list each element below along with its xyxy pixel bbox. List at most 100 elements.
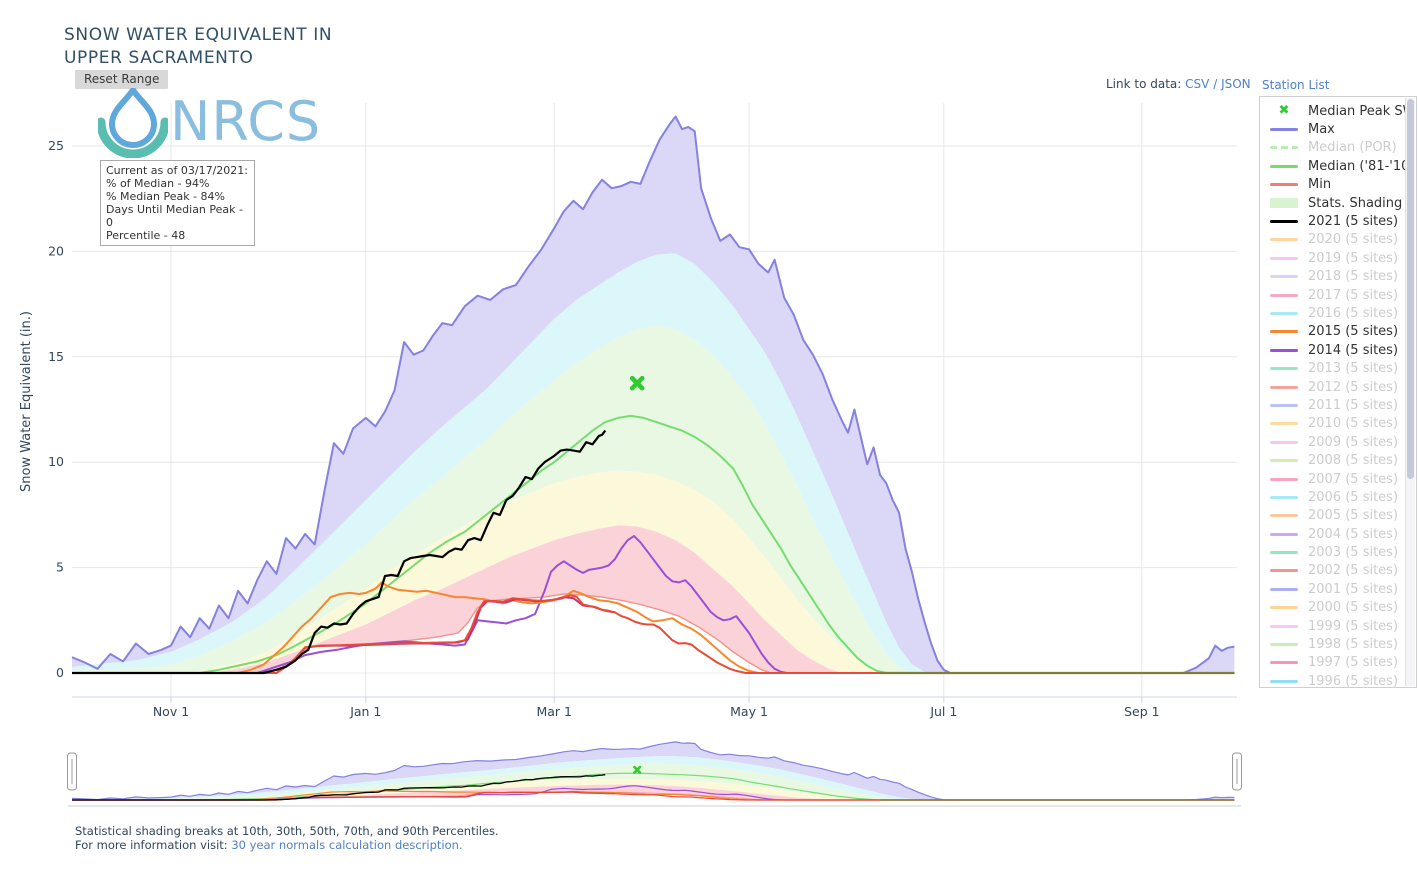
y-tick-label: 10 <box>48 454 64 469</box>
band-90th-to-max <box>72 116 1235 673</box>
band-30th-50th <box>72 470 1235 673</box>
legend-item-1999-5-sites[interactable]: 1999 (5 sites) <box>1260 617 1416 635</box>
legend-item-2006-5-sites[interactable]: 2006 (5 sites) <box>1260 488 1416 506</box>
legend-item-2005-5-sites[interactable]: 2005 (5 sites) <box>1260 507 1416 525</box>
line-swatch-icon <box>1269 256 1299 260</box>
tooltip-line: % Median Peak - 84% <box>106 190 225 203</box>
legend-scrollbar-track[interactable] <box>1405 98 1415 686</box>
legend-item-1996-5-sites[interactable]: 1996 (5 sites) <box>1260 672 1416 687</box>
legend-item-label: 2005 (5 sites) <box>1308 508 1399 524</box>
line-swatch-icon <box>1269 403 1299 407</box>
legend-item-2009-5-sites[interactable]: 2009 (5 sites) <box>1260 433 1416 451</box>
median-peak-swe-marker <box>633 765 642 774</box>
band-30th-50th <box>72 778 1235 800</box>
legend-item-2018-5-sites[interactable]: 2018 (5 sites) <box>1260 268 1416 286</box>
line-swatch-icon <box>1269 422 1299 426</box>
x-tick-label: Jan 1 <box>349 704 381 719</box>
line-swatch-icon <box>1269 238 1299 242</box>
legend-item-label: 2006 (5 sites) <box>1308 489 1399 505</box>
json-link[interactable]: JSON <box>1221 77 1251 91</box>
legend-item-2020-5-sites[interactable]: 2020 (5 sites) <box>1260 231 1416 249</box>
legend-scrollbar-thumb[interactable] <box>1407 99 1414 479</box>
legend-item-2016-5-sites[interactable]: 2016 (5 sites) <box>1260 304 1416 322</box>
line-swatch-icon <box>1269 643 1299 647</box>
legend-item-median-por[interactable]: Median (POR) <box>1260 139 1416 157</box>
navigator-plot <box>71 741 1235 801</box>
legend-item-2011-5-sites[interactable]: 2011 (5 sites) <box>1260 396 1416 414</box>
line-swatch-icon <box>1269 164 1299 168</box>
line-swatch-icon <box>1269 459 1299 463</box>
legend-item-label: 1999 (5 sites) <box>1308 618 1399 634</box>
navigator-left-handle[interactable] <box>67 752 77 791</box>
legend-item-1998-5-sites[interactable]: 1998 (5 sites) <box>1260 635 1416 653</box>
reset-range-button[interactable]: Reset Range <box>75 70 169 89</box>
line-swatch-icon <box>1269 367 1299 371</box>
x-tick-label: Nov 1 <box>153 704 189 719</box>
legend-item-label: 2019 (5 sites) <box>1308 250 1399 266</box>
line-swatch-icon <box>1269 220 1299 224</box>
legend-panel: ✖ Median Peak SWE Max Median (POR) Median ('… <box>1259 96 1417 688</box>
current-status-tooltip: Current as of 03/17/2021: % of Median - … <box>100 160 255 246</box>
x-tick-label: Sep 1 <box>1124 704 1160 719</box>
line-swatch-icon <box>1269 495 1299 499</box>
tooltip-line: % of Median - 94% <box>106 177 210 190</box>
page-title: SNOW WATER EQUIVALENT IN UPPER SACRAMENT… <box>64 24 332 70</box>
legend-item-2013-5-sites[interactable]: 2013 (5 sites) <box>1260 359 1416 377</box>
legend-item-label: 2011 (5 sites) <box>1308 397 1399 413</box>
line-swatch-icon <box>1269 606 1299 610</box>
legend-item-label: 1998 (5 sites) <box>1308 637 1399 653</box>
line-swatch-icon <box>1269 551 1299 555</box>
normals-description-link[interactable]: 30 year normals calculation description. <box>231 838 463 852</box>
nrcs-logo-text: NRCS <box>170 90 322 153</box>
legend-item-2002-5-sites[interactable]: 2002 (5 sites) <box>1260 562 1416 580</box>
legend-item-min[interactable]: Min <box>1260 176 1416 194</box>
legend-item-2017-5-sites[interactable]: 2017 (5 sites) <box>1260 286 1416 304</box>
csv-link[interactable]: CSV <box>1185 77 1210 91</box>
line-swatch-icon <box>1269 477 1299 481</box>
legend-item-max[interactable]: Max <box>1260 120 1416 138</box>
line-swatch-icon <box>1269 569 1299 573</box>
legend-item-1997-5-sites[interactable]: 1997 (5 sites) <box>1260 654 1416 672</box>
axis-labels: 0 5 10 15 20 25 Nov 1 Jan 1 Mar 1 May 1 Jul 1 Sep 1… <box>19 138 1160 719</box>
y-tick-label: 0 <box>56 665 64 680</box>
line-swatch-icon <box>1269 293 1299 297</box>
legend-item-stats-shading[interactable]: Stats. Shading <box>1260 194 1416 212</box>
line-swatch-icon <box>1269 661 1299 665</box>
legend-item-median-81-10[interactable]: Median ('81-'10) <box>1260 157 1416 175</box>
legend-item-label: 2009 (5 sites) <box>1308 434 1399 450</box>
legend-item-2010-5-sites[interactable]: 2010 (5 sites) <box>1260 415 1416 433</box>
x-tick-label: Jul 1 <box>929 704 957 719</box>
legend-item-label: 2007 (5 sites) <box>1308 471 1399 487</box>
legend-item-2021-5-sites[interactable]: 2021 (5 sites) <box>1260 212 1416 230</box>
legend-item-median-peak-swe[interactable]: ✖ Median Peak SWE <box>1260 102 1416 120</box>
series-min-line <box>72 791 1235 801</box>
legend-item-2003-5-sites[interactable]: 2003 (5 sites) <box>1260 543 1416 561</box>
y-axis-title: Snow Water Equivalent (in.) <box>19 311 34 492</box>
legend-item-2012-5-sites[interactable]: 2012 (5 sites) <box>1260 378 1416 396</box>
legend-item-2001-5-sites[interactable]: 2001 (5 sites) <box>1260 580 1416 598</box>
y-tick-label: 15 <box>48 349 64 364</box>
legend-item-2014-5-sites[interactable]: 2014 (5 sites) <box>1260 341 1416 359</box>
legend-item-label: 2018 (5 sites) <box>1308 269 1399 285</box>
navigator-right-handle[interactable] <box>1232 752 1242 791</box>
legend-item-label: 2008 (5 sites) <box>1308 453 1399 469</box>
legend-item-2008-5-sites[interactable]: 2008 (5 sites) <box>1260 451 1416 469</box>
legend-item-2015-5-sites[interactable]: 2015 (5 sites) <box>1260 323 1416 341</box>
legend-item-label: 2020 (5 sites) <box>1308 232 1399 248</box>
band-90th-to-max <box>72 741 1235 800</box>
x-tick-label: May 1 <box>730 704 768 719</box>
median-peak-swe-marker <box>629 375 645 391</box>
footnote-line2: For more information visit: 30 year norm… <box>75 838 499 852</box>
legend-item-2000-5-sites[interactable]: 2000 (5 sites) <box>1260 599 1416 617</box>
legend-item-2019-5-sites[interactable]: 2019 (5 sites) <box>1260 249 1416 267</box>
legend-item-2004-5-sites[interactable]: 2004 (5 sites) <box>1260 525 1416 543</box>
band-10th-30th <box>72 525 1235 673</box>
station-list-link[interactable]: Station List <box>1262 78 1330 92</box>
series-min-line <box>72 594 1235 674</box>
series-median-81-10-line <box>72 414 1235 674</box>
legend-item-2007-5-sites[interactable]: 2007 (5 sites) <box>1260 470 1416 488</box>
line-swatch-icon <box>1269 385 1299 389</box>
footnote-line2-prefix: For more information visit: <box>75 838 228 852</box>
series-2021-5-sites-line <box>72 774 606 801</box>
